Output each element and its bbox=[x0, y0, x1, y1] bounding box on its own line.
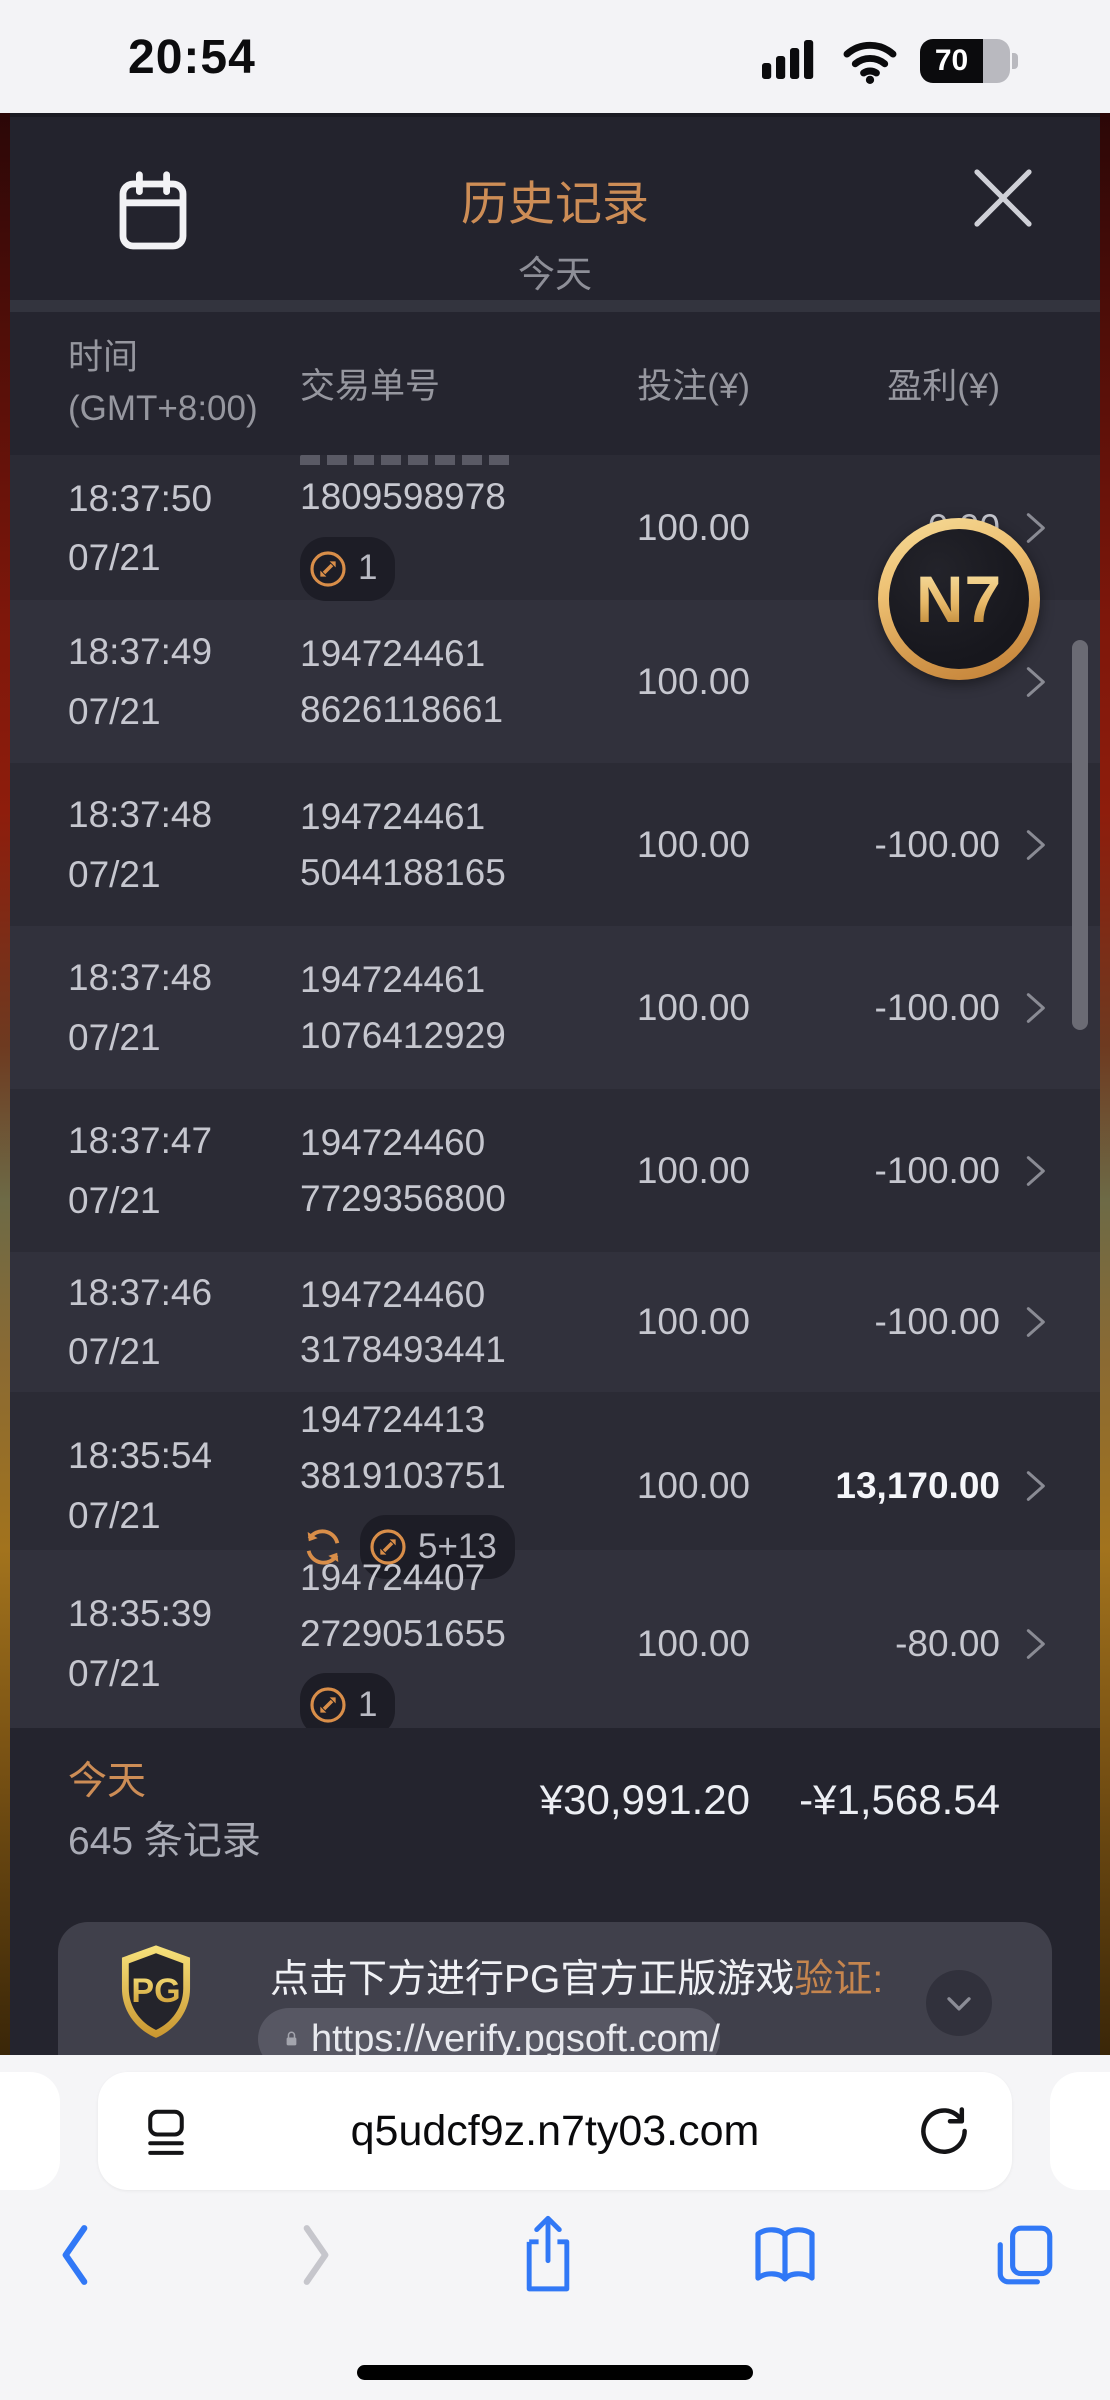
chevron-right-icon bbox=[1026, 666, 1045, 697]
summary-bar: 今天 645 条记录 ¥30,991.20 -¥1,568.54 bbox=[10, 1728, 1100, 1892]
clock-text: 20:54 bbox=[128, 31, 256, 84]
browser-toolbar bbox=[0, 2215, 1110, 2335]
share-icon[interactable] bbox=[508, 2215, 588, 2295]
col-header-time: 时间 bbox=[68, 337, 139, 377]
summary-day-label: 今天 bbox=[68, 1760, 147, 1803]
chevron-right-icon bbox=[1026, 992, 1045, 1023]
back-button[interactable] bbox=[36, 2215, 116, 2295]
status-bar: 20:54 70 bbox=[0, 0, 1110, 113]
table-header: 时间 (GMT+8:00) 交易单号 投注(¥) 盈利(¥) bbox=[10, 312, 1100, 455]
table-row[interactable]: 18:35:39 07/21 194724407 2729051655 1 bbox=[10, 1550, 1100, 1737]
diagonal-arrows-icon bbox=[310, 1687, 346, 1723]
pg-shield-icon: PG bbox=[121, 1945, 191, 2038]
col-header-txn: 交易单号 bbox=[300, 367, 441, 406]
home-indicator[interactable] bbox=[357, 2365, 753, 2380]
calendar-button[interactable] bbox=[105, 162, 201, 258]
verify-link[interactable]: 验证: bbox=[794, 1958, 884, 2001]
big-win-amount: 13,170.00 bbox=[835, 1464, 1000, 1506]
cellular-signal-icon bbox=[762, 40, 814, 79]
table-row[interactable]: 18:35:54 07/21 194724413 3819103751 bbox=[10, 1392, 1100, 1579]
table-row[interactable]: 18:37:48 07/21 194724461 1076412929 100.00… bbox=[10, 926, 1100, 1089]
collapse-banner-button[interactable] bbox=[926, 1970, 992, 2036]
modal-header: 历史记录 今天 bbox=[10, 117, 1100, 300]
previous-tab-stub[interactable] bbox=[0, 2072, 60, 2190]
table-row[interactable]: 18:37:47 07/21 194724460 7729356800 100.00… bbox=[10, 1089, 1100, 1252]
table-row[interactable]: 18:37:46 07/21 194724460 3178493441 100.00… bbox=[10, 1252, 1100, 1392]
chevron-right-icon bbox=[1026, 1307, 1045, 1337]
verify-url: https://verify.pgsoft.com/ bbox=[310, 2017, 720, 2060]
svg-text:PG: PG bbox=[131, 1972, 180, 2010]
chevron-right-icon bbox=[1026, 1155, 1045, 1186]
chevron-down-icon bbox=[947, 1997, 971, 2011]
diagonal-arrows-icon bbox=[370, 1529, 406, 1565]
multiplier-badge: 1 bbox=[300, 1673, 396, 1737]
free-spins-icon bbox=[306, 1529, 340, 1565]
n7-floating-badge[interactable]: N7 bbox=[878, 518, 1040, 680]
lock-icon bbox=[286, 2031, 297, 2046]
col-header-profit: 盈利(¥) bbox=[887, 367, 1000, 406]
clipped-line bbox=[300, 455, 515, 465]
reload-icon[interactable] bbox=[914, 2101, 974, 2161]
table-row[interactable]: 18:37:48 07/21 194724461 5044188165 100.00… bbox=[10, 763, 1100, 926]
chevron-right-icon bbox=[1026, 829, 1045, 860]
n7-logo-text: N7 bbox=[915, 562, 1003, 636]
safari-bottom-bar: q5udcf9z.n7ty03.com bbox=[0, 2055, 1110, 2400]
col-header-timezone: (GMT+8:00) bbox=[68, 388, 258, 428]
page-settings-icon[interactable] bbox=[138, 2103, 194, 2159]
wifi-icon bbox=[843, 41, 897, 84]
chevron-right-icon bbox=[1026, 512, 1045, 543]
page-title: 历史记录 bbox=[461, 177, 649, 230]
record-count: 645 条记录 bbox=[68, 1820, 261, 1863]
close-icon[interactable] bbox=[964, 159, 1042, 237]
table-row[interactable]: 18:37:49 07/21 194724461 8626118661 100.00 bbox=[10, 600, 1100, 763]
total-profit: -¥1,568.54 bbox=[799, 1776, 1000, 1823]
list-top-strip bbox=[10, 300, 1100, 312]
diagonal-arrows-icon bbox=[310, 550, 346, 587]
col-header-bet: 投注(¥) bbox=[637, 367, 750, 406]
history-modal: 历史记录 今天 时间 (GMT+8:00) 交易单号 投注(¥) 盈利(¥) bbox=[10, 113, 1100, 2257]
tabs-icon[interactable] bbox=[985, 2215, 1065, 2295]
multiplier-badge: 5+13 bbox=[360, 1515, 515, 1579]
address-bar[interactable]: q5udcf9z.n7ty03.com bbox=[98, 2072, 1012, 2190]
pg-verify-text: 点击下方进行PG官方正版游戏验证: bbox=[270, 1958, 884, 2001]
chevron-right-icon bbox=[1026, 1628, 1045, 1659]
scrollbar-thumb[interactable] bbox=[1072, 640, 1088, 1030]
bookmarks-icon[interactable] bbox=[745, 2215, 825, 2295]
next-tab-stub[interactable] bbox=[1050, 2072, 1110, 2190]
battery-icon: 70 bbox=[920, 39, 1018, 83]
date-filter-label: 今天 bbox=[518, 254, 592, 295]
multiplier-badge: 1 bbox=[300, 536, 396, 601]
chevron-right-icon bbox=[1026, 1470, 1045, 1501]
battery-level-text: 70 bbox=[920, 39, 983, 83]
forward-button[interactable] bbox=[275, 2215, 355, 2295]
url-text: q5udcf9z.n7ty03.com bbox=[350, 2106, 760, 2155]
total-bet: ¥30,991.20 bbox=[539, 1776, 750, 1823]
